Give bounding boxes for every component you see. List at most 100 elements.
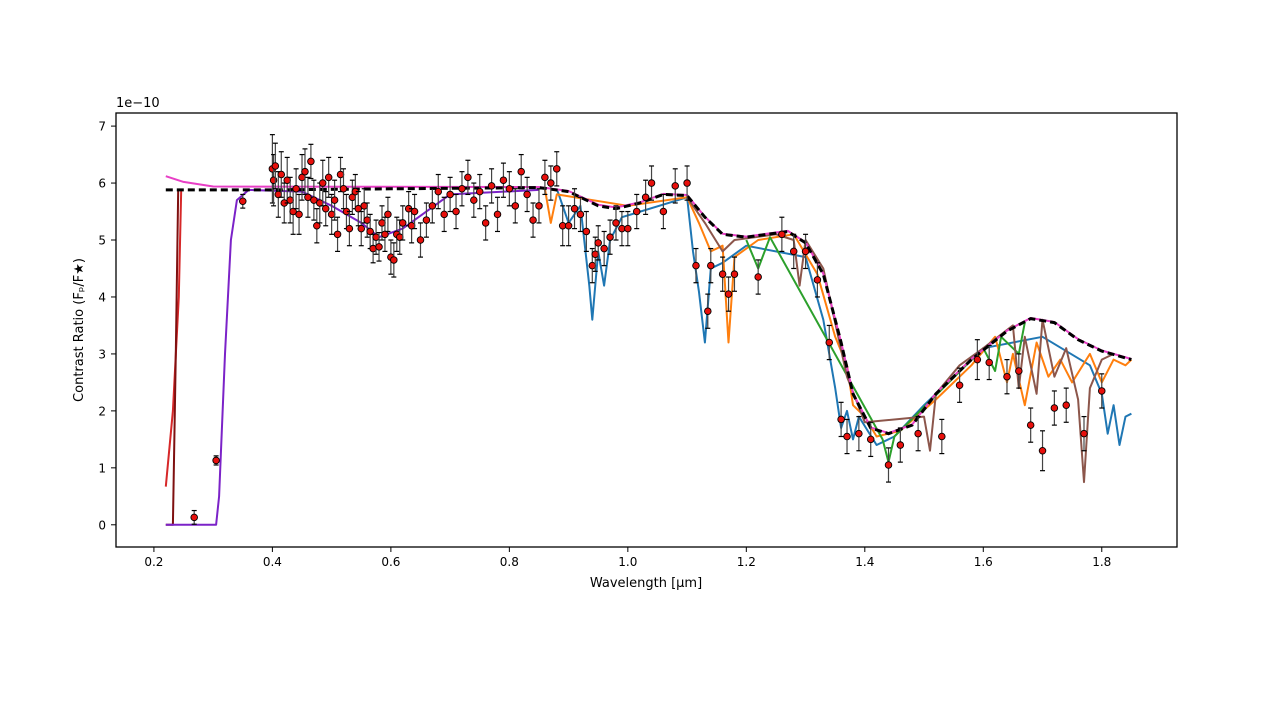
data-point (718, 256, 727, 292)
data-marker (624, 224, 632, 233)
data-marker (671, 182, 679, 190)
data-marker (310, 196, 318, 204)
data-marker (632, 207, 641, 216)
data-point (866, 421, 875, 458)
y-tick-label: 2 (98, 404, 106, 418)
data-point (558, 205, 567, 247)
x-tick-label: 1.0 (618, 555, 637, 569)
data-point (778, 216, 786, 253)
data-point (348, 179, 357, 215)
data-point (535, 188, 543, 224)
data-marker (475, 187, 484, 196)
data-marker (440, 210, 448, 219)
data-point (541, 159, 549, 196)
data-marker (481, 219, 490, 227)
data-marker (955, 381, 964, 389)
data-marker (363, 216, 371, 224)
data-marker (570, 204, 579, 213)
data-marker (985, 358, 993, 367)
data-marker (778, 230, 786, 239)
data-marker (704, 307, 712, 315)
data-marker (277, 170, 286, 179)
data-marker (339, 185, 348, 193)
data-marker (718, 270, 727, 278)
data-point (407, 208, 416, 244)
data-marker (523, 190, 531, 199)
data-marker (789, 247, 798, 256)
y-axis-label: Contrast Ratio (Fₚ/F★) (72, 258, 87, 402)
y-offset-label: 1e−10 (116, 96, 160, 111)
data-point (570, 188, 579, 230)
data-marker (1015, 367, 1023, 375)
x-tick-label: 0.6 (381, 555, 400, 569)
data-marker (866, 435, 875, 444)
data-marker (357, 224, 366, 233)
data-marker (487, 182, 496, 190)
data-point (434, 173, 443, 210)
data-marker (307, 157, 315, 166)
data-point (612, 205, 620, 241)
data-point (789, 233, 798, 270)
data-point (298, 153, 306, 201)
data-point (576, 196, 585, 233)
data-point (440, 196, 448, 233)
data-point (396, 219, 404, 255)
data-marker (493, 210, 502, 219)
data-point (416, 222, 425, 258)
observations (190, 134, 1106, 525)
data-marker (553, 165, 561, 173)
data-marker (517, 167, 525, 176)
data-point (837, 401, 845, 438)
data-point (973, 339, 982, 381)
data-marker (366, 227, 374, 236)
data-marker (416, 236, 425, 244)
x-tick-label: 1.6 (974, 555, 993, 569)
data-marker (304, 193, 312, 202)
data-point (345, 210, 354, 247)
data-marker (381, 230, 389, 239)
data-point (647, 165, 656, 201)
data-point (493, 196, 502, 233)
data-marker (410, 207, 419, 216)
data-point (481, 205, 490, 241)
data-point (390, 242, 398, 278)
data-marker (321, 204, 330, 213)
series-line-3 (686, 196, 1115, 484)
data-marker (428, 202, 437, 210)
data-marker (333, 230, 342, 239)
data-point (410, 193, 419, 230)
data-marker (1098, 387, 1106, 395)
data-marker (825, 338, 834, 347)
data-point (307, 143, 315, 180)
data-point (1026, 407, 1035, 443)
data-marker (336, 170, 345, 179)
data-marker (843, 432, 851, 441)
data-marker (588, 261, 597, 270)
data-point (707, 247, 715, 284)
data-marker (505, 185, 514, 193)
data-marker (318, 179, 327, 187)
series-line-2 (745, 236, 1026, 464)
data-marker (190, 513, 198, 522)
x-tick-label: 1.4 (855, 555, 874, 569)
data-point (446, 176, 454, 213)
data-point (517, 153, 525, 190)
data-point (381, 216, 389, 253)
data-point (843, 418, 851, 455)
data-point (330, 179, 339, 221)
x-tick-label: 0.8 (500, 555, 519, 569)
data-point (339, 168, 348, 210)
y-tick-label: 6 (98, 177, 106, 191)
data-point (529, 202, 537, 238)
data-marker (529, 216, 537, 224)
data-point (671, 168, 679, 204)
data-point (855, 415, 863, 452)
data-point (505, 171, 514, 207)
data-point (277, 151, 286, 198)
data-marker (914, 429, 922, 438)
y-tick-label: 3 (98, 347, 106, 361)
data-point (499, 162, 508, 198)
data-point (730, 256, 739, 292)
plot-frame (115, 112, 1178, 548)
